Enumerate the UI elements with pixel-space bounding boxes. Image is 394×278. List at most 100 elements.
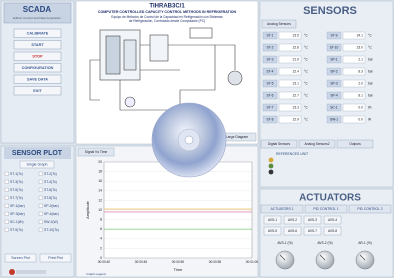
sensor-checkbox[interactable] — [39, 228, 43, 232]
logo — [9, 269, 15, 275]
sensor-value: 24.1 — [357, 33, 364, 37]
sensor-checkbox[interactable] — [39, 204, 43, 208]
sensor-value: 8.3 — [358, 69, 363, 73]
sensor-checkbox[interactable] — [5, 196, 9, 200]
analog-sensors-label: Analog Sensors — [267, 22, 291, 26]
scada-title: SCADA — [23, 5, 52, 14]
sensor-checkbox[interactable] — [5, 172, 9, 176]
sensor-name: SP-1 — [330, 57, 337, 61]
actuator-button-label: AVS-7 — [308, 229, 317, 233]
sensor-checkbox[interactable] — [5, 228, 9, 232]
scada-subtitle: Edibon Control and Data Acquisition — [13, 16, 61, 20]
sensor-checkbox[interactable] — [5, 188, 9, 192]
status-led — [269, 158, 274, 163]
sensor-plot-item: SP-2(bar) — [44, 204, 59, 208]
diagram-subtitle: COMPUTER CONTROLLED CAPACITY CONTROL MET… — [98, 10, 237, 14]
actuator-tab-label: PID CONTROL 2 — [357, 207, 382, 211]
actuator-button-label: AVS-3 — [308, 218, 317, 222]
sensor-name: SC-1 — [330, 105, 338, 109]
sensor-plot-item: ST-1(Tc) — [10, 172, 23, 176]
y-tick-label: 18 — [98, 169, 102, 173]
actuator-button-label: AVS-4 — [328, 218, 337, 222]
sensor-tab-label: Outputs — [349, 142, 361, 146]
sensor-name: ST-10 — [330, 45, 339, 49]
menu-button-label: EXIT — [33, 89, 42, 93]
sensor-unit: °C — [304, 105, 308, 109]
sensor-unit: °C — [304, 69, 308, 73]
sensor-checkbox[interactable] — [39, 212, 43, 216]
sensor-value: 22.9 — [293, 117, 300, 121]
x-tick-label: 00:00:45 — [135, 260, 148, 264]
sensor-checkbox[interactable] — [39, 180, 43, 184]
menu-button-label: CONFIGURATION — [22, 66, 54, 70]
y-tick-label: 16 — [98, 179, 102, 183]
menu-button-label: STOP — [32, 54, 43, 58]
reference-unit: REFERENCES UNIT — [276, 152, 308, 156]
actuator-button-label: AVS-1 — [268, 218, 277, 222]
x-tick-label: 00:00:55 — [209, 260, 222, 264]
y-axis-label: Amplitude — [85, 200, 90, 219]
actuator-button-label: AVS-6 — [288, 229, 297, 233]
diagram-spanish: de Refrigeración, Controlado desde Compu… — [129, 19, 205, 23]
sensor-checkbox[interactable] — [5, 180, 9, 184]
menu-button-label: START — [31, 43, 44, 47]
actuator-tab-label: ACTUATORS 1 — [271, 207, 294, 211]
sensor-name: SP-2 — [330, 69, 337, 73]
sensor-checkbox[interactable] — [5, 220, 9, 224]
y-tick-label: 4 — [100, 237, 102, 241]
knob-label: AR-1 (%) — [358, 241, 372, 245]
actuator-button-label: AVS-5 — [268, 229, 277, 233]
menu-button-label: SAVE DATA — [27, 77, 48, 81]
sensor-name: ST-3 — [267, 57, 274, 61]
y-tick-label: 10 — [98, 208, 102, 212]
sensor-value: 8.1 — [358, 93, 363, 97]
sensor-value: 2.1 — [358, 57, 363, 61]
plot-button-label: Print Plot — [48, 256, 63, 260]
sensor-name: ST-6 — [267, 93, 274, 97]
sensor-plot-item: ST-4(Tc) — [44, 180, 57, 184]
sensor-unit: °C — [368, 45, 372, 49]
sensor-unit: l/h — [368, 105, 372, 109]
plot-tab-label: Signal Vs Time — [85, 150, 108, 154]
sensor-value: 23.5 — [293, 33, 300, 37]
cd-hole — [185, 136, 193, 144]
sensor-name: ST-5 — [267, 81, 274, 85]
diagram-title: TIHRAB3C/1 — [149, 4, 185, 10]
sensor-unit: °C — [304, 33, 308, 37]
x-axis-label: Time — [174, 267, 184, 272]
sensor-checkbox[interactable] — [39, 220, 43, 224]
menu-button-label: CALIBRATE — [27, 31, 49, 35]
sensor-unit: °C — [368, 33, 372, 37]
sensor-plot-item: ST-9(Tc) — [10, 228, 23, 232]
sensor-plot-item: ST-5(Tc) — [10, 188, 23, 192]
sensor-checkbox[interactable] — [39, 188, 43, 192]
sensor-checkbox[interactable] — [39, 172, 43, 176]
sensor-unit: °C — [304, 117, 308, 121]
sensor-plot-item: SP-1(bar) — [10, 204, 25, 208]
sensor-name: ST-7 — [267, 105, 274, 109]
actuator-tab-label: PID CONTROL 1 — [313, 207, 338, 211]
sensor-plot-item: ST-6(Tc) — [44, 188, 57, 192]
sensor-name: SP-3 — [330, 81, 337, 85]
sensor-checkbox[interactable] — [5, 204, 9, 208]
sensor-plot-item: SP-3(bar) — [10, 212, 25, 216]
sensor-plot-title: SENSOR PLOT — [12, 150, 63, 157]
actuator-button-label: AVS-2 — [288, 218, 297, 222]
sensor-value: 23.0 — [357, 45, 364, 49]
y-tick-label: 6 — [100, 227, 102, 231]
sensor-unit: °C — [304, 45, 308, 49]
sensor-value: 23.3 — [293, 105, 300, 109]
sensor-name: ST-4 — [267, 69, 274, 73]
sensor-checkbox[interactable] — [5, 212, 9, 216]
sensor-name: ST-1 — [267, 33, 274, 37]
sensor-value: 0.0 — [358, 117, 363, 121]
sensor-tab-label: Analog Sensors2 — [304, 142, 329, 146]
x-tick-label: 00:00:40 — [98, 260, 111, 264]
sensor-name: SW-1 — [330, 117, 338, 121]
sensor-value: 2.0 — [358, 81, 363, 85]
actuators-title: ACTUATORS — [299, 193, 361, 204]
plot-footer: Graph Legend — [86, 272, 106, 276]
sensor-tab-label: Digital Sensors — [268, 142, 291, 146]
large-diagram-label: Large Diagram — [226, 135, 249, 139]
sensor-checkbox[interactable] — [39, 196, 43, 200]
